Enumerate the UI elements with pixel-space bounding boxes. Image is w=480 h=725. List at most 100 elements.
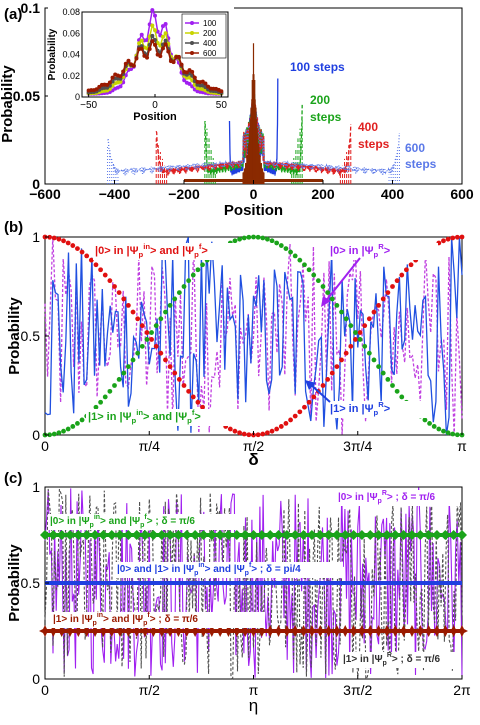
- series-point: [65, 240, 71, 246]
- annotation-part: > and |Ψ: [150, 245, 194, 257]
- marker: [356, 530, 367, 540]
- marker: [398, 530, 409, 540]
- series-point: [186, 388, 192, 394]
- series-point: [454, 432, 460, 438]
- series-point: [251, 234, 256, 240]
- series-point: [339, 357, 344, 363]
- series-point: [315, 278, 321, 284]
- marker: [123, 530, 134, 540]
- inset-line: [88, 23, 222, 95]
- marker: [457, 530, 467, 540]
- annotation-text: |0> and |1> in |Ψpin> and |Ψpf> ; δ = pi…: [117, 562, 301, 577]
- series-label: 400: [358, 120, 378, 134]
- series-point: [61, 428, 66, 434]
- marker: [72, 625, 85, 637]
- marker: [264, 625, 277, 637]
- y-axis-label: Probability: [6, 544, 23, 622]
- series-point: [107, 388, 113, 394]
- marker: [364, 625, 377, 637]
- arrowhead-one-R: [305, 380, 316, 390]
- series-point: [112, 284, 117, 289]
- series-point: [357, 330, 363, 335]
- marker: [223, 530, 234, 540]
- legend-marker: [190, 31, 194, 35]
- series-point: [265, 236, 270, 242]
- series-point: [102, 272, 108, 278]
- marker: [205, 625, 218, 637]
- series-label: 600: [405, 141, 425, 155]
- series-point: [445, 430, 451, 436]
- series-point: [459, 234, 465, 240]
- series-point: [61, 238, 66, 244]
- series-point: [190, 272, 196, 278]
- annotation-part: |1> in |Ψ: [53, 614, 93, 625]
- annotation-part: f: [199, 242, 202, 251]
- marker: [265, 530, 276, 540]
- marker: [440, 530, 451, 540]
- marker: [197, 625, 210, 637]
- series-point: [385, 376, 391, 382]
- series-point: [334, 303, 340, 308]
- series-point: [167, 364, 173, 369]
- marker: [365, 530, 376, 540]
- series-point: [320, 284, 326, 289]
- inset-x-label: Position: [133, 111, 177, 123]
- marker: [240, 530, 251, 540]
- series-point: [200, 404, 205, 410]
- inset-x-tick-label: −50: [80, 100, 97, 111]
- marker: [90, 530, 101, 540]
- annotation-part: R: [382, 490, 387, 497]
- series-point: [311, 394, 317, 400]
- series-point: [255, 234, 261, 240]
- series-point: [376, 364, 381, 369]
- series-point: [366, 350, 372, 356]
- series-point: [241, 431, 247, 437]
- marker: [239, 625, 252, 637]
- annotation-part: R: [378, 242, 384, 251]
- legend-box: [181, 13, 227, 59]
- series-point: [139, 323, 145, 329]
- x-tick-label: 0: [41, 438, 49, 454]
- marker: [314, 625, 327, 637]
- marker: [348, 530, 359, 540]
- x-tick-label: 400: [381, 186, 405, 202]
- marker: [47, 625, 60, 637]
- marker: [347, 625, 360, 637]
- marker: [390, 530, 401, 540]
- x-tick-label: 600: [450, 186, 474, 202]
- series-point: [149, 330, 154, 335]
- annotation-part: p: [373, 408, 378, 417]
- annotation-zero-in: |0> in |Ψpin> and |Ψpf>: [93, 242, 273, 260]
- y-axis-label: Probability: [0, 65, 16, 143]
- marker: [80, 625, 93, 637]
- series-point: [329, 296, 335, 302]
- series-point: [153, 343, 159, 349]
- series-point: [371, 309, 377, 315]
- marker: [165, 530, 176, 540]
- annotation-text: |0> in |ΨpR> ; δ = π/6: [338, 490, 435, 505]
- marker: [289, 625, 302, 637]
- series-point: [278, 243, 284, 248]
- annotation-part: > and |Ψ: [205, 564, 245, 575]
- inset-line: [88, 39, 222, 92]
- series-point: [176, 376, 182, 382]
- series-point: [144, 337, 150, 342]
- marker: [431, 530, 442, 540]
- series-point: [362, 323, 368, 329]
- annotation-part: > ; δ = π/6: [147, 516, 196, 527]
- series-point: [366, 316, 372, 322]
- annotation-part: in: [198, 562, 204, 569]
- annotation-part: |1> in |Ψ: [343, 654, 383, 665]
- marker: [55, 625, 68, 637]
- panel-label-b: (b): [4, 219, 23, 236]
- marker: [448, 530, 459, 540]
- annotation-part: |0> and |1> in |Ψ: [117, 564, 194, 575]
- marker: [214, 625, 227, 637]
- y-tick-label: 0: [32, 176, 40, 192]
- y-tick-label: 0: [32, 671, 40, 687]
- series-one-R: [44, 236, 463, 436]
- series-point: [288, 249, 293, 255]
- series-point: [260, 235, 266, 241]
- x-tick-label: −600: [29, 186, 61, 202]
